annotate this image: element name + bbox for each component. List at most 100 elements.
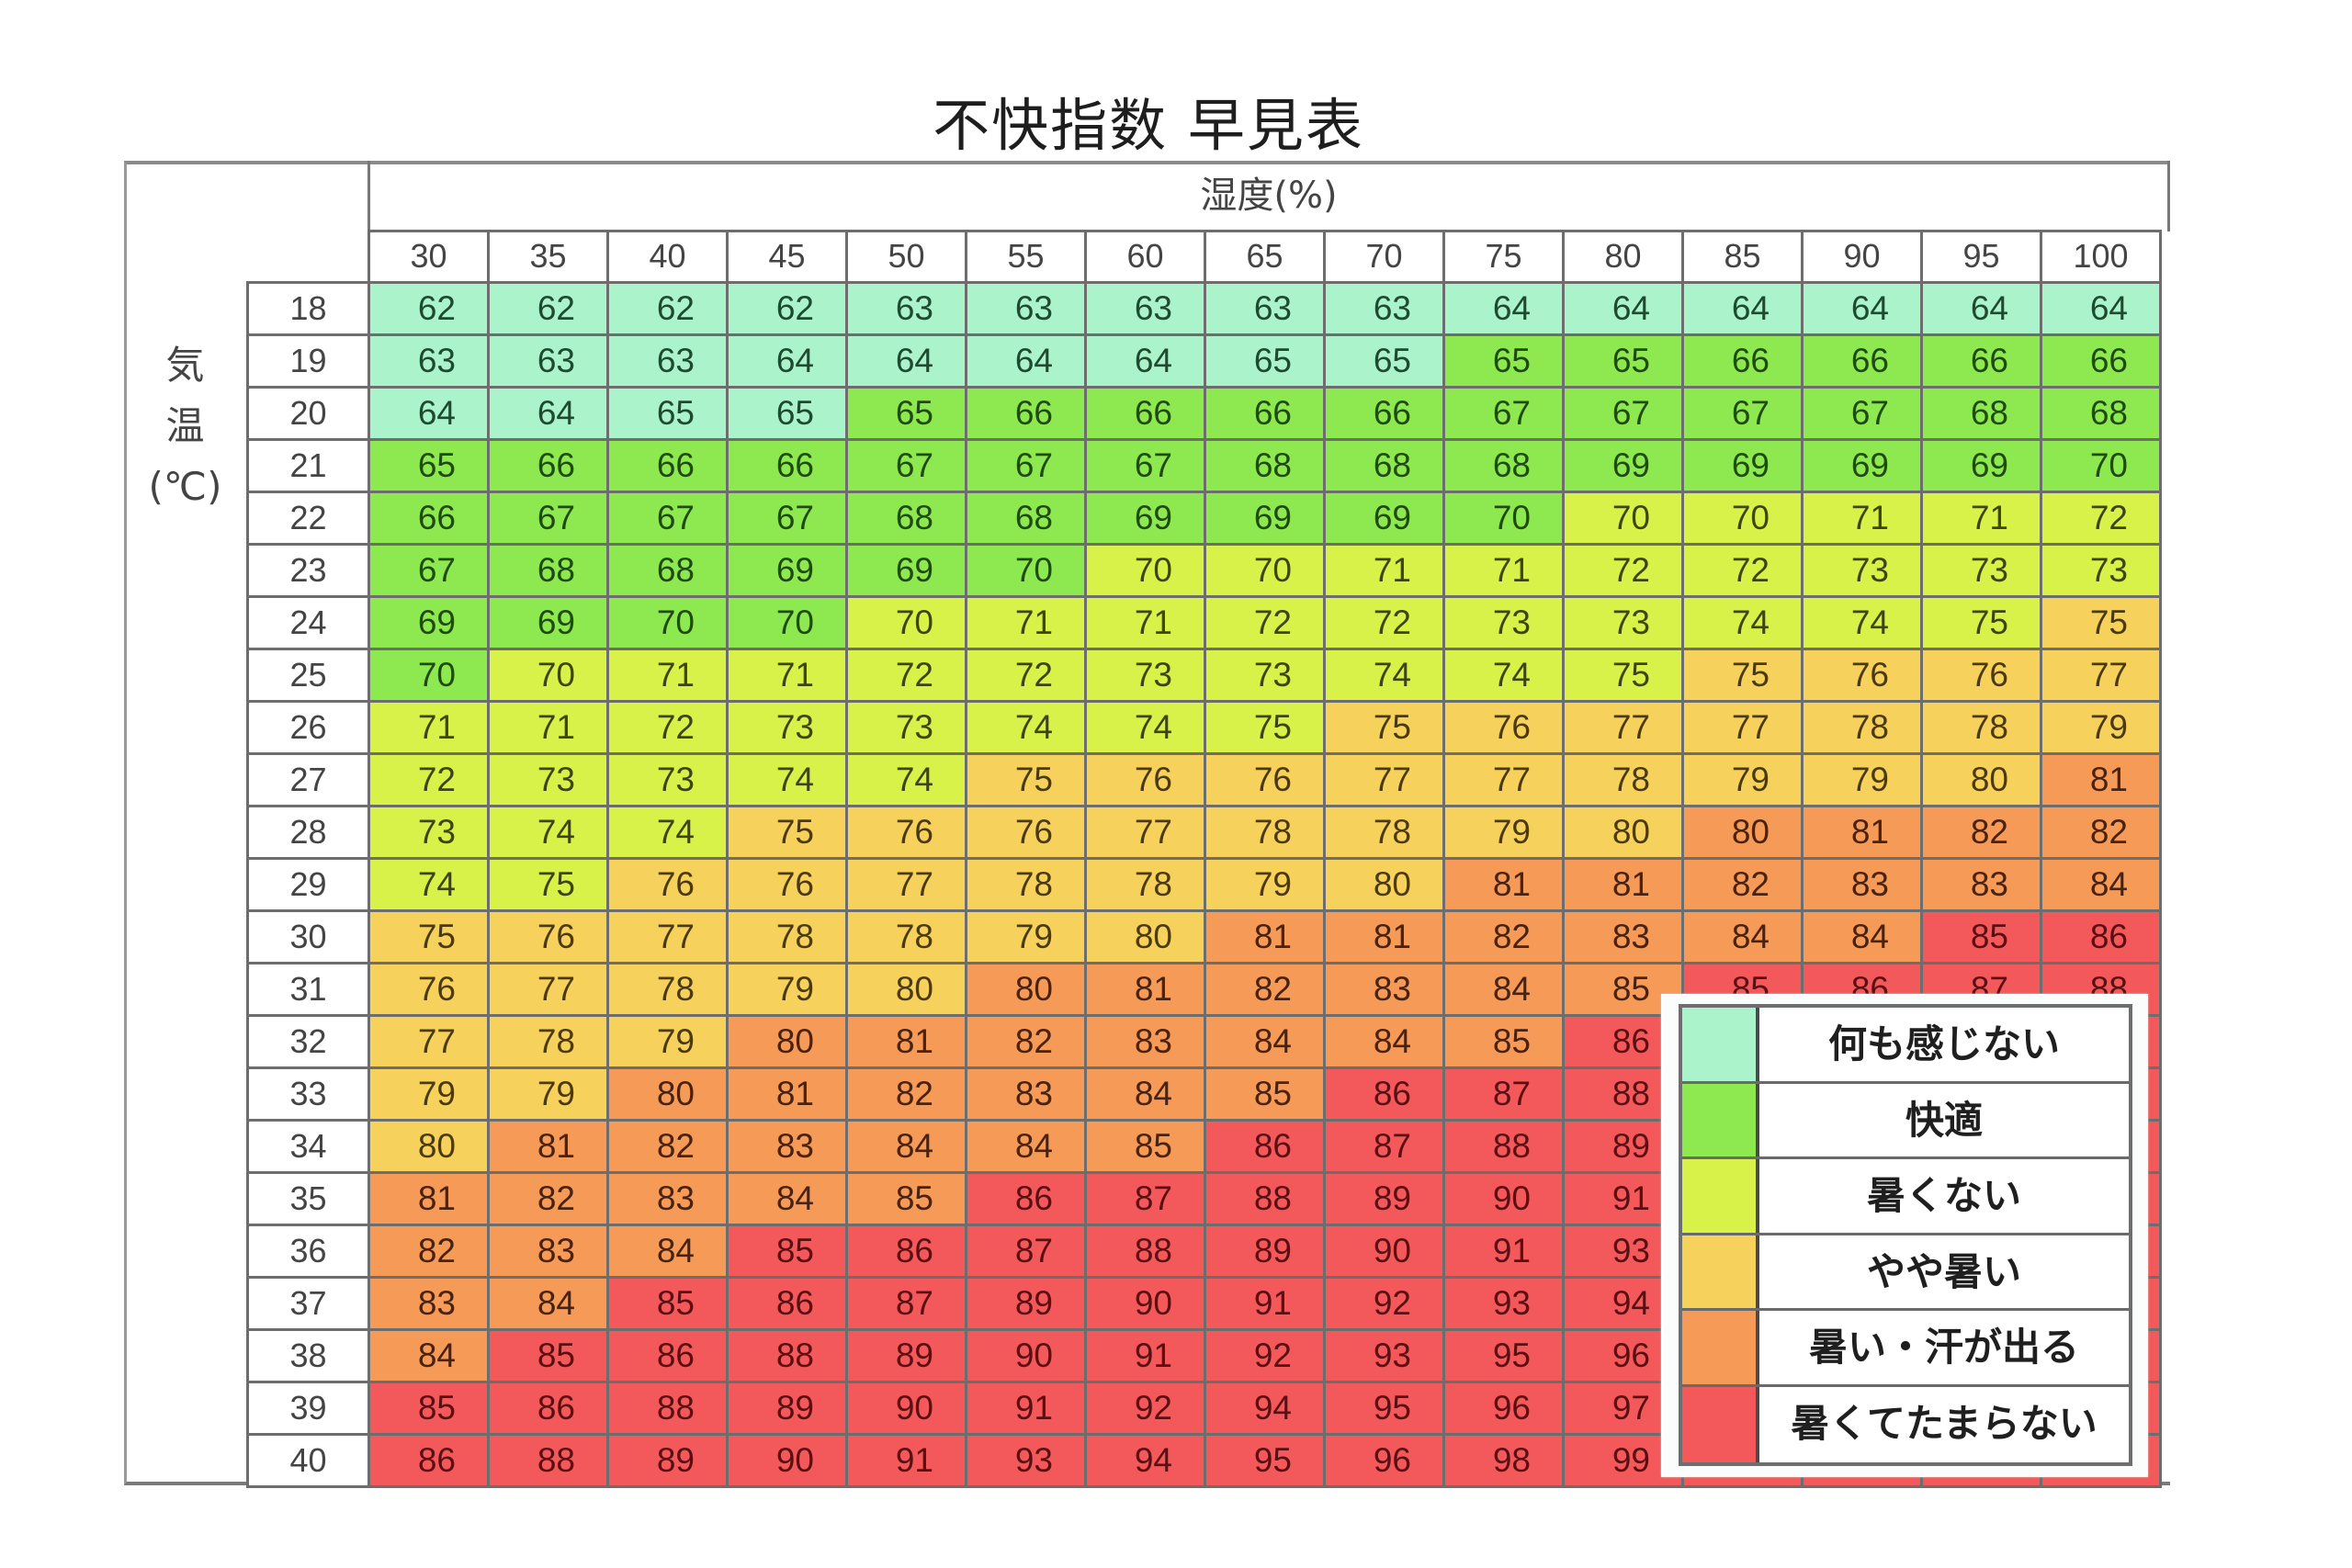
index-cell: 74 — [368, 856, 490, 912]
index-cell: 81 — [1323, 908, 1445, 964]
index-cell: 89 — [1204, 1223, 1326, 1279]
index-cell: 78 — [726, 908, 848, 964]
index-cell: 62 — [368, 280, 490, 336]
index-cell: 78 — [1323, 804, 1445, 860]
index-cell: 70 — [1681, 490, 1804, 546]
index-cell: 62 — [487, 280, 609, 336]
index-cell: 76 — [1084, 751, 1206, 807]
index-cell: 81 — [368, 1170, 490, 1226]
legend-label: 暑くない — [1866, 1173, 2021, 1218]
index-cell: 67 — [1442, 385, 1565, 441]
index-cell: 76 — [965, 804, 1087, 860]
temperature-row: 28 73 74 74 75 76 76 77 78 78 79 80 80 81 82 82 — [246, 804, 2162, 860]
index-cell: 91 — [965, 1380, 1087, 1436]
index-cell: 73 — [726, 699, 848, 755]
index-cell: 70 — [1084, 542, 1206, 598]
index-cell: 72 — [1204, 594, 1326, 650]
index-cell: 89 — [606, 1432, 729, 1488]
index-cell: 64 — [1442, 280, 1565, 336]
index-cell: 84 — [1084, 1066, 1206, 1122]
index-cell: 86 — [487, 1380, 609, 1436]
index-cell: 72 — [1681, 542, 1804, 598]
temperature-header-cell: 33 — [246, 1066, 370, 1122]
index-cell: 71 — [606, 647, 729, 703]
legend-swatch-icon — [1682, 1235, 1759, 1308]
index-cell: 69 — [1204, 490, 1326, 546]
index-cell: 68 — [1323, 437, 1445, 493]
humidity-header-cell: 70 — [1323, 230, 1445, 284]
index-cell: 77 — [606, 908, 729, 964]
index-cell: 84 — [2040, 856, 2162, 912]
index-cell: 96 — [1323, 1432, 1445, 1488]
index-cell: 72 — [965, 647, 1087, 703]
legend-swatch-icon — [1682, 1159, 1759, 1233]
index-cell: 69 — [487, 594, 609, 650]
index-cell: 73 — [2040, 542, 2162, 598]
index-cell: 69 — [1562, 437, 1684, 493]
index-cell: 93 — [1562, 1223, 1684, 1279]
index-cell: 90 — [1442, 1170, 1565, 1226]
index-cell: 78 — [606, 961, 729, 1017]
index-cell: 95 — [1323, 1380, 1445, 1436]
index-cell: 80 — [726, 1013, 848, 1069]
index-cell: 75 — [1562, 647, 1684, 703]
humidity-header-cell: 95 — [1920, 230, 2042, 284]
index-cell: 71 — [368, 699, 490, 755]
index-cell: 74 — [726, 751, 848, 807]
index-cell: 73 — [368, 804, 490, 860]
index-cell: 66 — [1084, 385, 1206, 441]
index-cell: 82 — [845, 1066, 967, 1122]
temperature-row: 26 71 71 72 73 73 74 74 75 75 76 77 77 78 78 79 — [246, 699, 2162, 755]
index-cell: 88 — [1442, 1118, 1565, 1174]
index-cell: 85 — [1920, 908, 2042, 964]
index-cell: 77 — [2040, 647, 2162, 703]
index-cell: 82 — [1442, 908, 1565, 964]
legend-item: 何も感じない — [1682, 1008, 2129, 1084]
index-cell: 65 — [1562, 333, 1684, 389]
index-cell: 64 — [726, 333, 848, 389]
index-cell: 87 — [965, 1223, 1087, 1279]
index-cell: 73 — [1442, 594, 1565, 650]
index-cell: 84 — [965, 1118, 1087, 1174]
index-cell: 73 — [1562, 594, 1684, 650]
index-cell: 86 — [1562, 1013, 1684, 1069]
temperature-row: 21 65 66 66 66 67 67 67 68 68 68 69 69 69 69 70 — [246, 437, 2162, 493]
index-cell: 86 — [845, 1223, 967, 1279]
index-cell: 67 — [1562, 385, 1684, 441]
temperature-header-cell: 32 — [246, 1013, 370, 1069]
index-cell: 78 — [1204, 804, 1326, 860]
index-cell: 77 — [368, 1013, 490, 1069]
index-cell: 88 — [726, 1327, 848, 1383]
index-cell: 71 — [1442, 542, 1565, 598]
temperature-header-cell: 20 — [246, 385, 370, 441]
index-cell: 84 — [368, 1327, 490, 1383]
legend-item: 暑い・汗が出る — [1682, 1311, 2129, 1387]
index-cell: 68 — [1204, 437, 1326, 493]
index-cell: 89 — [726, 1380, 848, 1436]
index-cell: 74 — [1323, 647, 1445, 703]
index-cell: 70 — [1442, 490, 1565, 546]
temperature-label-line: 気 — [165, 343, 205, 388]
index-cell: 77 — [1084, 804, 1206, 860]
index-cell: 64 — [1920, 280, 2042, 336]
temperature-label-line: 温 — [165, 403, 205, 448]
temperature-row: 22 66 67 67 67 68 68 69 69 69 70 70 70 71 71 72 — [246, 490, 2162, 546]
legend: 何も感じない 快適 暑くない やや暑い 暑い・汗が出る 暑くてたまらない — [1679, 1004, 2132, 1466]
index-cell: 87 — [1323, 1118, 1445, 1174]
index-cell: 81 — [1801, 804, 1923, 860]
index-cell: 65 — [1323, 333, 1445, 389]
index-cell: 85 — [726, 1223, 848, 1279]
index-cell: 70 — [965, 542, 1087, 598]
index-cell: 84 — [1323, 1013, 1445, 1069]
index-cell: 63 — [965, 280, 1087, 336]
temperature-row: 19 63 63 63 64 64 64 64 65 65 65 65 66 66 66 66 — [246, 333, 2162, 389]
index-cell: 66 — [606, 437, 729, 493]
humidity-header-cell: 60 — [1084, 230, 1206, 284]
temperature-header-cell: 26 — [246, 699, 370, 755]
discomfort-index-table-frame: 気 温 (℃) 湿度(%) 30 35 40 45 50 55 60 65 70 75 80 85 90… — [124, 161, 2170, 1488]
index-cell: 84 — [1681, 908, 1804, 964]
humidity-header-cell: 75 — [1442, 230, 1565, 284]
index-cell: 80 — [965, 961, 1087, 1017]
index-cell: 82 — [965, 1013, 1087, 1069]
index-cell: 73 — [845, 699, 967, 755]
